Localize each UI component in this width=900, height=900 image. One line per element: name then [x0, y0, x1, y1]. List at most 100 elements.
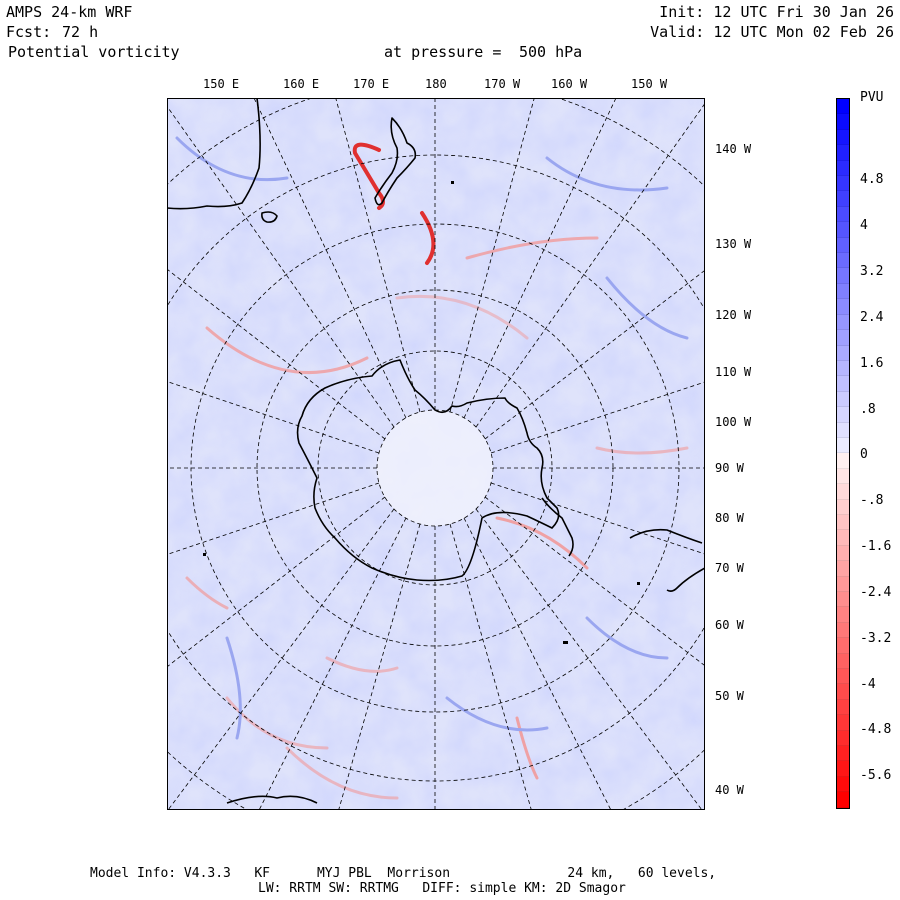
model-physics: LW: RRTM SW: RRTMG DIFF: simple KM: 2D S… — [258, 881, 626, 896]
lon-label-top: 170 E — [353, 77, 390, 91]
negative-pv-filaments — [185, 236, 689, 800]
lon-label-right: 90 W — [715, 461, 744, 475]
antarctica-coastline — [296, 359, 560, 582]
colorbar-band — [837, 576, 849, 592]
colorbar-band — [837, 514, 849, 531]
colorbar — [836, 98, 850, 809]
south-america-coastline — [629, 528, 705, 592]
lon-label-right: 110 W — [715, 365, 752, 379]
colorbar-band — [837, 776, 849, 793]
islands — [203, 181, 640, 644]
australia-coastline — [167, 98, 261, 210]
colorbar-band — [837, 422, 849, 438]
colorbar-tick-label: -1.6 — [860, 539, 892, 554]
colorbar-band — [837, 145, 849, 161]
pressure-label: at pressure = — [384, 43, 502, 61]
colorbar-band — [837, 314, 849, 331]
colorbar-band — [837, 191, 849, 207]
colorbar-tick-label: -.8 — [860, 493, 884, 508]
colorbar-tick-label: 1.6 — [860, 356, 884, 371]
forecast-label: Fcst: — [6, 23, 52, 41]
lon-label-right: 130 W — [715, 237, 752, 251]
tasmania-coastline — [261, 211, 278, 223]
colorbar-band — [837, 222, 849, 238]
colorbar-band — [837, 299, 849, 315]
lon-label-right: 50 W — [715, 689, 744, 703]
colorbar-band — [837, 268, 849, 284]
colorbar-band — [837, 237, 849, 254]
antarctic-peninsula — [541, 497, 574, 557]
colorbar-band — [837, 669, 849, 685]
lon-label-top: 170 W — [484, 77, 521, 91]
colorbar-tick-label: 3.2 — [860, 264, 884, 279]
lon-label-top: 150 W — [631, 77, 668, 91]
colorbar-tick-label: 0 — [860, 447, 868, 462]
pole-region — [377, 410, 493, 526]
lon-label-top: 150 E — [203, 77, 240, 91]
pv-map — [167, 98, 705, 810]
colorbar-band — [837, 592, 849, 608]
forecast-hour: 72 h — [62, 23, 99, 41]
map-frame — [167, 98, 705, 810]
colorbar-band — [837, 453, 849, 469]
colorbar-band — [837, 468, 849, 485]
lon-label-right: 120 W — [715, 308, 752, 322]
colorbar-band — [837, 330, 849, 346]
model-title: AMPS 24-km WRF — [6, 3, 133, 21]
colorbar-band — [837, 391, 849, 408]
colorbar-band — [837, 114, 849, 130]
lon-label-right: 140 W — [715, 142, 752, 156]
colorbar-band — [837, 715, 849, 731]
lon-label-right: 100 W — [715, 415, 752, 429]
colorbar-band — [837, 253, 849, 269]
colorbar-band — [837, 545, 849, 562]
lon-label-top: 160 W — [551, 77, 588, 91]
colorbar-band — [837, 530, 849, 546]
lon-label-top: 160 E — [283, 77, 320, 91]
colorbar-tick-label: -2.4 — [860, 585, 892, 600]
pressure-value: 500 hPa — [519, 43, 583, 61]
valid-time: Valid: 12 UTC Mon 02 Feb 26 — [650, 23, 894, 41]
colorbar-band — [837, 792, 849, 808]
colorbar-band — [837, 653, 849, 670]
colorbar-tick-label: -4 — [860, 677, 876, 692]
colorbar-tick-label: -4.8 — [860, 722, 892, 737]
colorbar-band — [837, 561, 849, 577]
colorbar-band — [837, 206, 849, 223]
coastlines — [167, 98, 705, 804]
lon-label-right: 40 W — [715, 783, 744, 797]
colorbar-band — [837, 638, 849, 654]
colorbar-tick-label: .8 — [860, 402, 876, 417]
colorbar-band — [837, 99, 849, 115]
colorbar-band — [837, 407, 849, 423]
field-name: Potential vorticity — [8, 43, 180, 61]
colorbar-band — [837, 283, 849, 300]
colorbar-tick-label: -5.6 — [860, 768, 892, 783]
colorbar-band — [837, 761, 849, 777]
colorbar-unit: PVU — [860, 90, 884, 105]
lon-label-right: 70 W — [715, 561, 744, 575]
colorbar-band — [837, 730, 849, 747]
colorbar-band — [837, 129, 849, 146]
init-time: Init: 12 UTC Fri 30 Jan 26 — [659, 3, 894, 21]
lon-label-right: 60 W — [715, 618, 744, 632]
colorbar-band — [837, 160, 849, 177]
colorbar-band — [837, 376, 849, 392]
colorbar-band — [837, 484, 849, 500]
colorbar-tick-label: 4.8 — [860, 172, 884, 187]
colorbar-band — [837, 607, 849, 623]
colorbar-band — [837, 699, 849, 716]
lon-label-right: 80 W — [715, 511, 744, 525]
colorbar-band — [837, 684, 849, 700]
south-africa-coastline — [226, 795, 318, 804]
colorbar-band — [837, 345, 849, 361]
positive-pv-filaments — [175, 136, 689, 740]
lon-label-top: 180 — [425, 77, 447, 91]
colorbar-band — [837, 499, 849, 515]
colorbar-band — [837, 176, 849, 192]
colorbar-band — [837, 360, 849, 377]
new-zealand-coastline — [374, 117, 417, 206]
colorbar-tick-label: -3.2 — [860, 631, 892, 646]
colorbar-tick-label: 4 — [860, 218, 868, 233]
colorbar-band — [837, 437, 849, 454]
